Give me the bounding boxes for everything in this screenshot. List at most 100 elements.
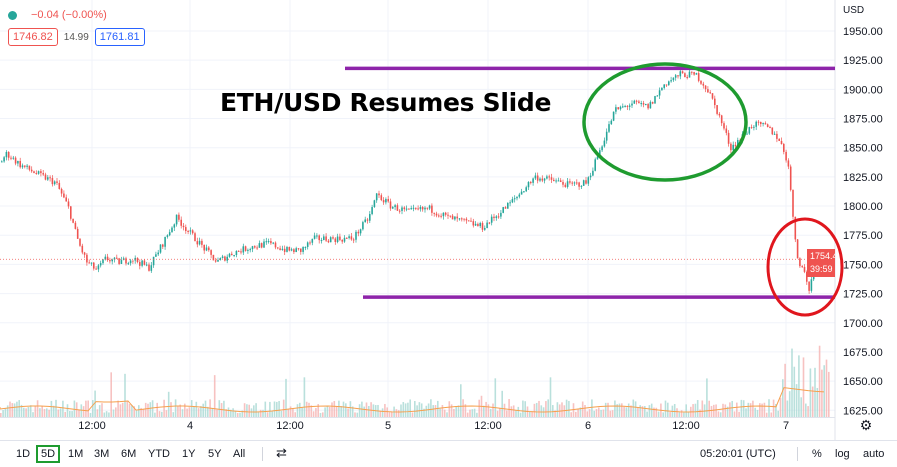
y-tick-label: 1825.00 — [843, 172, 883, 184]
x-tick-label: 12:00 — [78, 420, 106, 432]
candle-body — [737, 140, 739, 147]
volume-bar — [503, 403, 506, 417]
candle-body — [433, 212, 435, 214]
volume-bar — [816, 387, 819, 417]
candle-body — [180, 219, 182, 226]
volume-bar — [259, 409, 262, 417]
date-range-icon[interactable]: ⇄ — [276, 445, 287, 460]
volume-bar — [96, 409, 99, 417]
candle-body — [155, 254, 157, 257]
volume-bar — [768, 399, 770, 417]
x-tick-label: 5 — [385, 420, 391, 432]
candle-body — [56, 181, 58, 183]
volume-bar — [588, 409, 591, 417]
volume-bar — [441, 405, 444, 417]
volume-bar — [443, 409, 446, 417]
percent-scale-button[interactable]: % — [812, 448, 822, 460]
volume-bar — [230, 409, 232, 417]
candle-body — [125, 258, 127, 264]
volume-bar — [706, 378, 708, 417]
timeframe-1m[interactable]: 1M — [68, 448, 84, 460]
candle-body — [295, 248, 297, 253]
volume-bar — [418, 402, 421, 417]
volume-bar — [437, 400, 439, 417]
candle-body — [288, 247, 291, 251]
volume-bar — [453, 408, 455, 417]
volume-bar — [64, 411, 66, 417]
volume-bar — [653, 407, 655, 417]
volume-bar — [131, 405, 133, 417]
auto-scale-button[interactable]: auto — [863, 448, 885, 460]
candle-body — [327, 240, 330, 243]
timeframe-all[interactable]: All — [233, 448, 246, 460]
candle-body — [164, 236, 166, 247]
settings-gear-icon[interactable]: ⚙ — [860, 417, 873, 433]
candle-body — [272, 242, 274, 244]
candle-body — [702, 83, 705, 86]
timeframe-1y[interactable]: 1Y — [182, 448, 196, 460]
volume-bar — [80, 404, 83, 417]
price-chart[interactable]: 1950.00 1925.00 1900.00 1875.00 1850.00 1825.… — [0, 0, 897, 440]
candle-body — [410, 208, 412, 210]
currency-label[interactable]: USD — [843, 5, 865, 16]
volume-bar — [0, 412, 2, 417]
volume-bar — [103, 412, 106, 417]
timeframe-5d[interactable]: 5D — [36, 445, 61, 463]
candle-body — [290, 249, 293, 251]
candle-body — [490, 216, 493, 223]
candle-body — [638, 101, 640, 104]
volume-bar — [271, 411, 273, 417]
volume-bar — [115, 407, 117, 417]
candle-body — [548, 176, 550, 178]
volume-bar — [664, 400, 667, 417]
candle-body — [357, 231, 360, 234]
volume-bar — [250, 408, 253, 417]
volume-bar — [142, 408, 145, 417]
candle-body — [187, 231, 189, 233]
candle-body — [635, 100, 638, 102]
candle-body — [254, 246, 256, 248]
timeframe-5y[interactable]: 5Y — [208, 448, 222, 460]
volume-bar — [276, 401, 278, 417]
clock-time[interactable]: 05:20:01 (UTC) — [700, 448, 776, 460]
candle-body — [509, 202, 511, 204]
volume-bar — [591, 399, 593, 417]
toolbar-divider — [797, 447, 798, 461]
volume-bar — [432, 405, 434, 417]
volume-bar — [269, 401, 271, 417]
candle-body — [769, 126, 771, 128]
volume-bar — [641, 406, 644, 417]
buy-price-button[interactable]: 1761.81 — [94, 28, 145, 46]
volume-bar — [676, 408, 678, 417]
timeframe-1d[interactable]: 1D — [16, 448, 31, 460]
candle-body — [72, 218, 74, 223]
candle-body — [313, 235, 316, 239]
candle-body — [168, 232, 171, 236]
log-scale-button[interactable]: log — [835, 448, 850, 460]
candle-body — [28, 165, 31, 170]
timeframe-ytd[interactable]: YTD — [148, 448, 170, 460]
volume-bar — [547, 399, 549, 417]
candle-body — [546, 176, 548, 179]
volume-bar — [478, 399, 480, 417]
candle-body — [589, 175, 592, 178]
volume-bar — [363, 406, 365, 417]
candle-body — [534, 175, 537, 179]
volume-bar — [593, 410, 595, 417]
volume-bar — [50, 400, 53, 417]
volume-bar — [292, 408, 294, 417]
candle-body — [559, 180, 562, 182]
timeframe-6m[interactable]: 6M — [121, 448, 137, 460]
candle-body — [265, 241, 268, 243]
timeframe-3m[interactable]: 3M — [94, 448, 110, 460]
volume-bar — [634, 401, 637, 417]
candle-body — [228, 253, 231, 257]
candle-body — [532, 178, 534, 183]
sell-price-button[interactable]: 1746.82 — [8, 28, 58, 46]
candle-body — [714, 98, 716, 106]
volume-bar — [729, 402, 731, 417]
volume-bar — [368, 406, 370, 417]
volume-bar — [618, 403, 621, 417]
candle-body — [1, 161, 3, 163]
volume-bar — [473, 408, 476, 417]
